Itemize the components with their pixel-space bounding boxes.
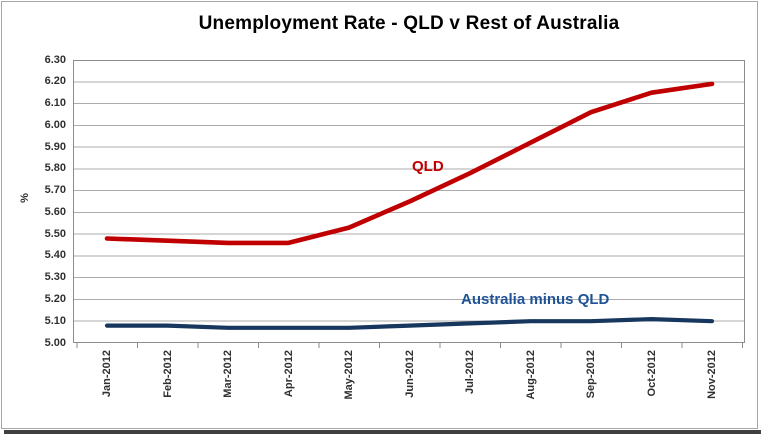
qld-series-label: QLD [412, 158, 444, 175]
y-tick-label: 5.40 [44, 249, 66, 262]
y-tick-label: 5.70 [44, 184, 66, 197]
y-tick-label: 5.00 [44, 336, 66, 349]
y-tick-label: 5.30 [44, 271, 66, 284]
x-tick-label: Jun-2012 [403, 350, 416, 398]
plot-border [73, 60, 745, 343]
plot-area [73, 60, 745, 348]
x-tick-label: Apr-2012 [282, 350, 295, 398]
y-tick-label: 5.20 [44, 292, 66, 305]
australia-minus-qld-series-label: Australia minus QLD [461, 291, 610, 308]
x-tick-label: May-2012 [343, 350, 355, 400]
y-tick-label: 6.30 [44, 53, 66, 66]
chart-title: Unemployment Rate - QLD v Rest of Austra… [198, 13, 620, 34]
y-tick-label: 6.10 [44, 97, 66, 110]
y-tick-label: 5.80 [44, 162, 66, 175]
y-tick-label: 5.50 [44, 227, 66, 240]
x-tick-label: Feb-2012 [161, 350, 174, 398]
y-tick-label: 5.90 [44, 140, 66, 153]
y-tick-label: 6.20 [44, 75, 66, 88]
x-tick-label: Nov-2012 [706, 350, 718, 399]
y-tick-label: 6.00 [44, 118, 66, 131]
x-tick-label: Sep-2012 [585, 350, 597, 399]
y-tick-label: 5.10 [44, 314, 66, 327]
qld-series-line [104, 81, 715, 246]
x-tick-label: Jan-2012 [101, 350, 113, 398]
image-drop-shadow [4, 430, 761, 434]
y-tick-label: 5.60 [44, 205, 66, 218]
australia-minus-qld-series-line [104, 317, 715, 330]
x-tick-label: Oct-2012 [645, 350, 658, 397]
x-tick-label: Aug-2012 [524, 350, 537, 400]
x-tick-label: Mar-2012 [222, 350, 234, 398]
x-tick-label: Jul-2012 [464, 350, 476, 395]
